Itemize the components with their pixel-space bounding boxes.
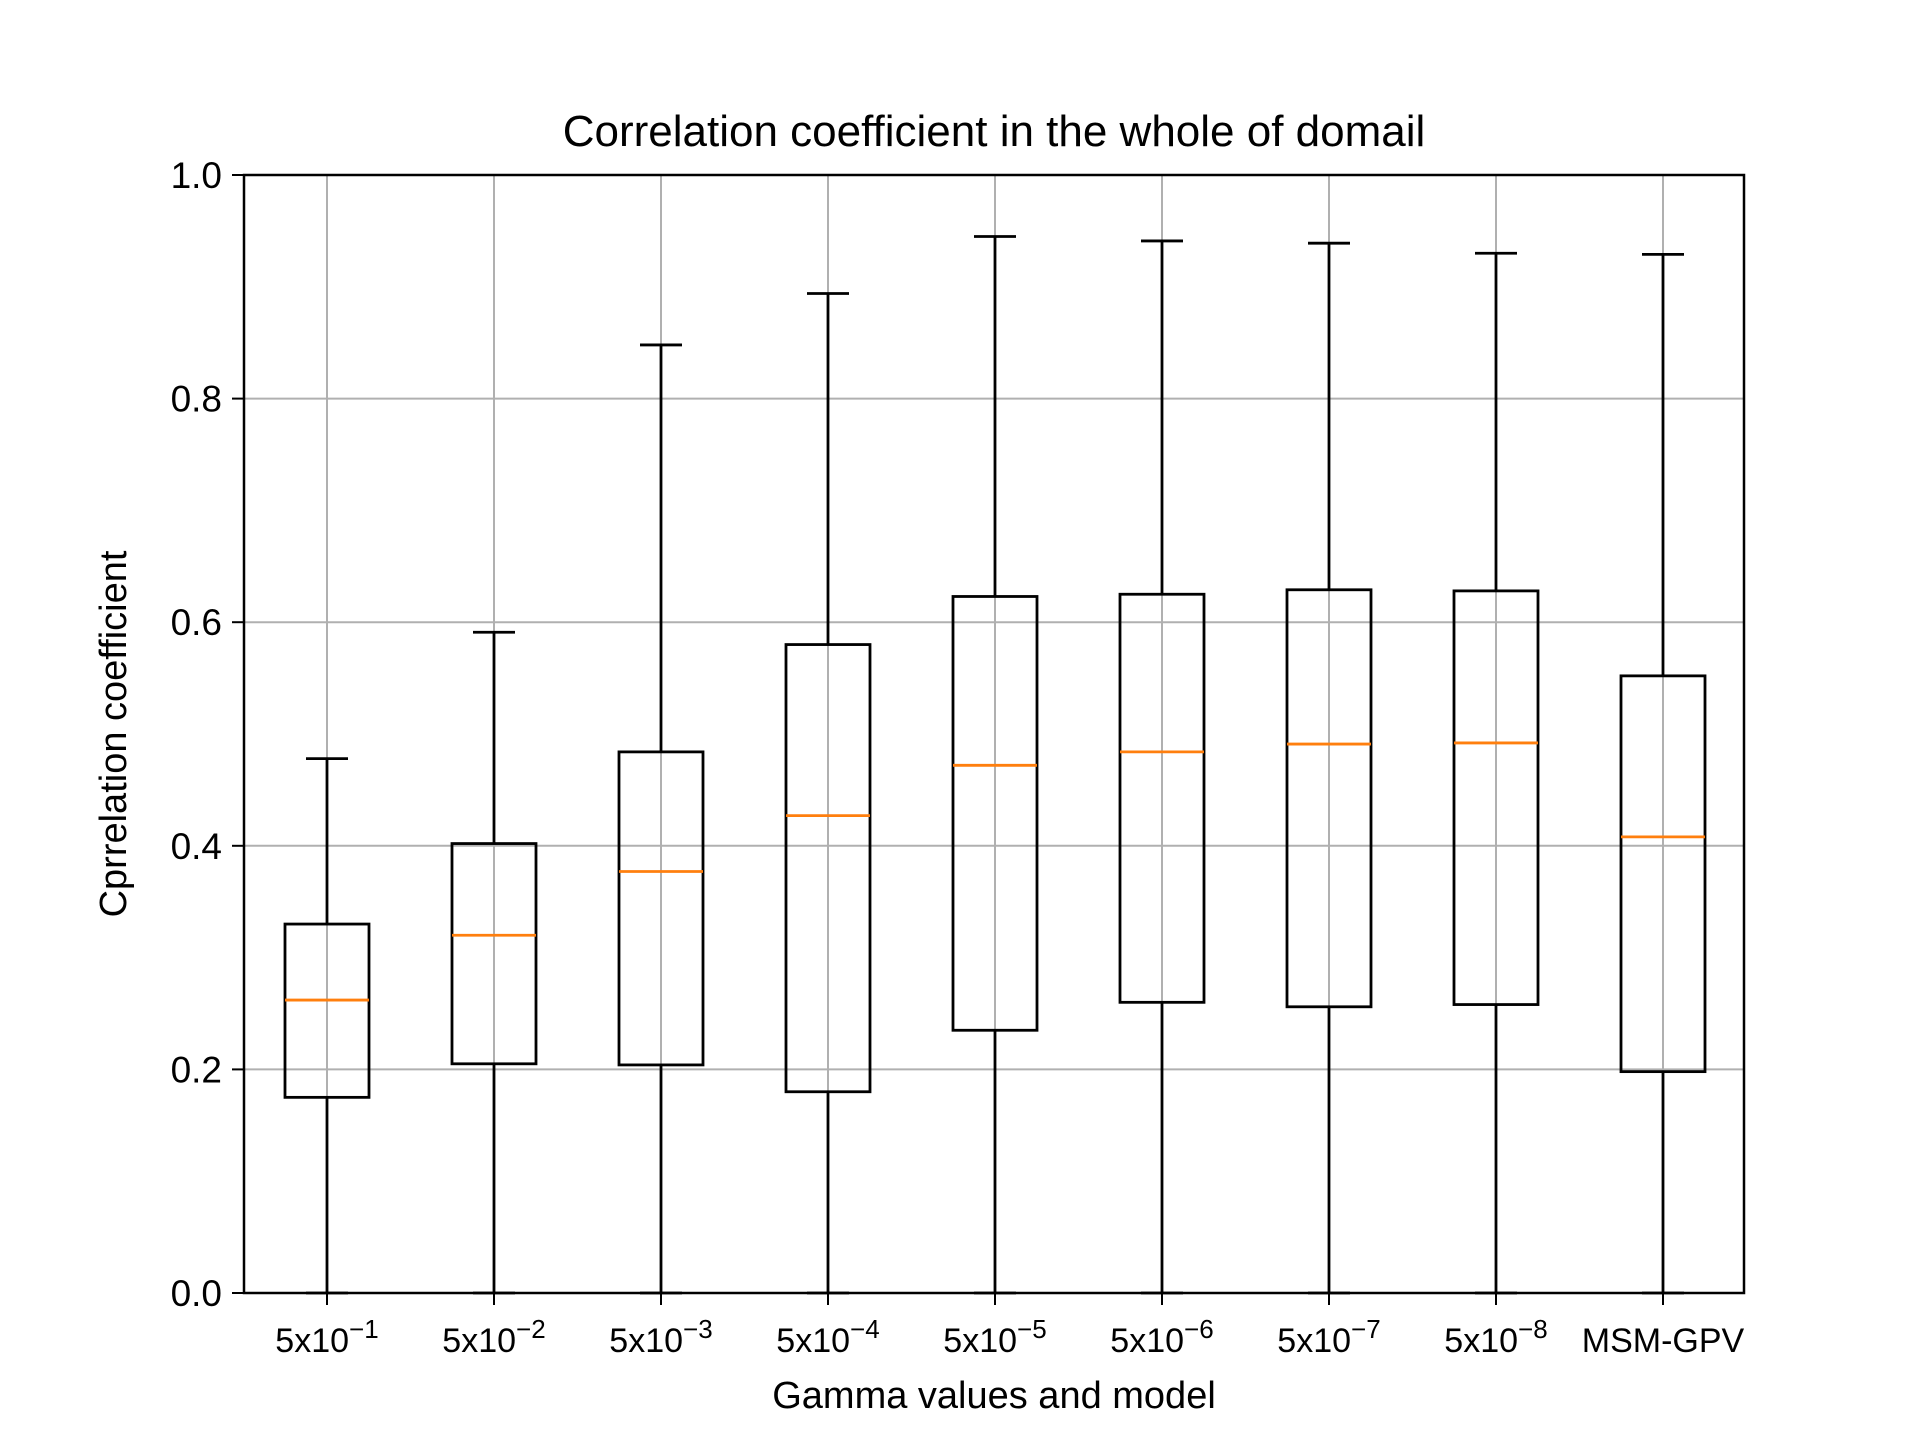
box-iqr bbox=[450, 842, 538, 1066]
x-tick-label: 5x10−3 bbox=[609, 1314, 712, 1360]
y-tick-label: 0.2 bbox=[171, 1049, 222, 1090]
x-tick-label: 5x10−6 bbox=[1110, 1314, 1213, 1360]
box-iqr bbox=[1452, 589, 1540, 1006]
chart-title: Correlation coefficient in the whole of … bbox=[563, 107, 1426, 156]
y-tick-label: 0.8 bbox=[171, 379, 222, 420]
y-tick-label: 0.6 bbox=[171, 602, 222, 643]
y-tick-label: 0.0 bbox=[171, 1273, 222, 1314]
x-axis-label: Gamma values and model bbox=[772, 1375, 1216, 1417]
box-iqr bbox=[1118, 592, 1206, 1004]
y-axis-label: Cprrelation coefficient bbox=[93, 550, 135, 917]
axis-layer: 0.0 0.2 0.4 0.6 0.8 1.0 5x10−1 5x10−2 5x10−3 5x10… bbox=[171, 155, 1745, 1360]
x-tick-label: 5x10−5 bbox=[943, 1314, 1046, 1360]
box-iqr bbox=[951, 595, 1039, 1032]
x-tick-label: MSM-GPV bbox=[1582, 1322, 1745, 1360]
x-tick-label: 5x10−2 bbox=[442, 1314, 545, 1360]
x-tick-label: 5x10−7 bbox=[1277, 1314, 1380, 1360]
box-iqr bbox=[283, 922, 371, 1099]
box-group bbox=[617, 343, 705, 1295]
box-iqr bbox=[784, 643, 872, 1094]
box-group bbox=[1619, 252, 1707, 1295]
y-tick-label: 1.0 bbox=[171, 155, 222, 196]
box-iqr bbox=[617, 750, 705, 1067]
box-group bbox=[951, 235, 1039, 1295]
x-tick-label: 5x10−4 bbox=[776, 1314, 879, 1360]
box-group bbox=[1452, 251, 1540, 1295]
y-tick-label: 0.4 bbox=[171, 826, 222, 867]
box-layer bbox=[283, 235, 1707, 1295]
box-iqr bbox=[1619, 674, 1707, 1074]
x-tick-label: 5x10−8 bbox=[1444, 1314, 1547, 1360]
box-iqr bbox=[1285, 588, 1373, 1009]
x-tick-label: 5x10−1 bbox=[275, 1314, 378, 1360]
